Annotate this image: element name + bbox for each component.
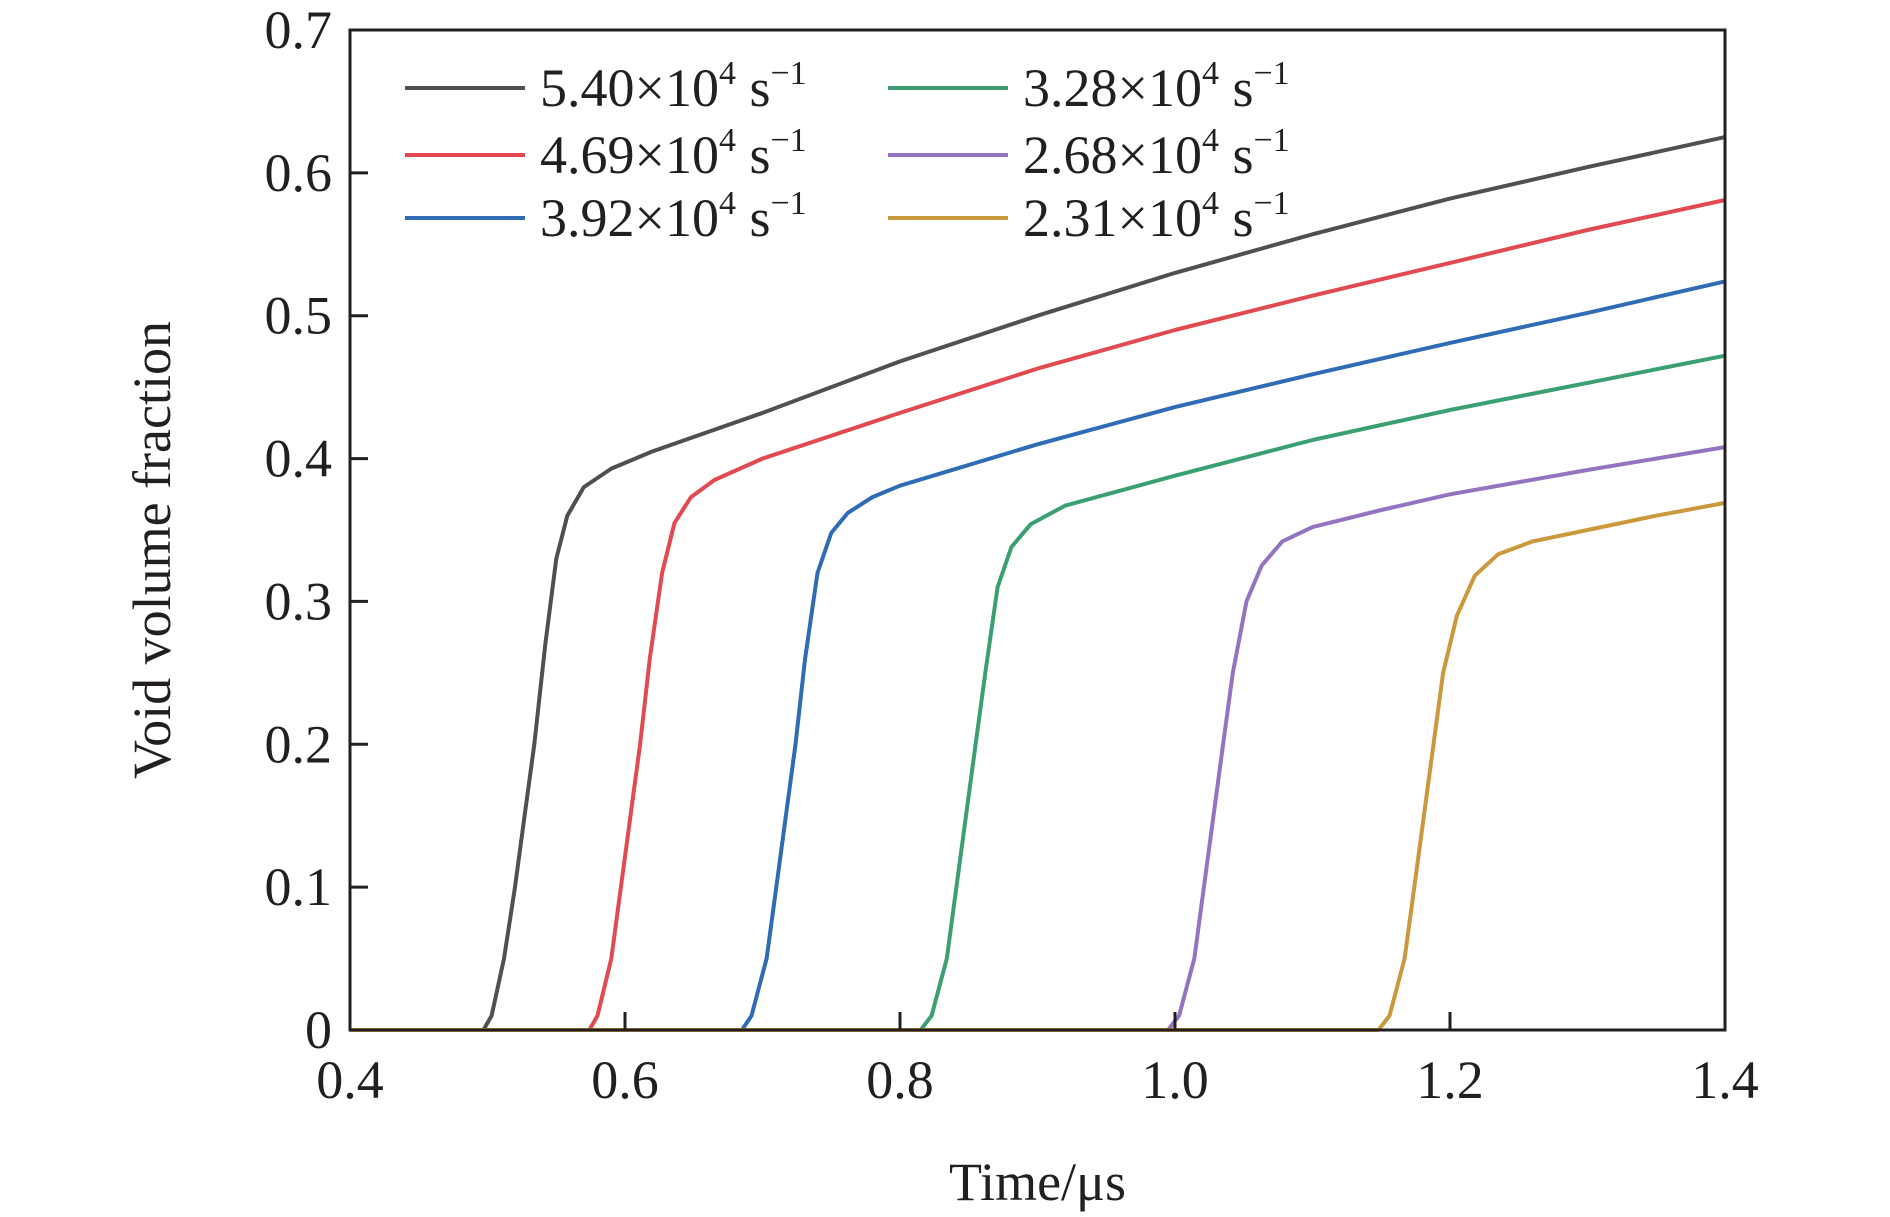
legend-label: 2.68×104 s−1 <box>1023 122 1290 185</box>
x-tick-label: 0.8 <box>866 1050 934 1110</box>
series-line-3 <box>350 279 1726 1032</box>
legend-label: 3.28×104 s−1 <box>1023 55 1290 118</box>
x-axis: 0.4 0.6 0.8 1.0 1.2 1.4 <box>316 1012 1759 1110</box>
series-line-4 <box>350 353 1726 1032</box>
y-axis-title: Void volume fraction <box>122 321 182 779</box>
legend-item-4: 3.28×104 s−1 <box>888 55 1290 118</box>
legend-label: 5.40×104 s−1 <box>540 55 807 118</box>
legend-label: 3.92×104 s−1 <box>540 185 807 248</box>
series-line-2 <box>350 198 1726 1032</box>
legend-item-3: 3.92×104 s−1 <box>405 185 807 248</box>
legend-item-2: 4.69×104 s−1 <box>405 122 807 185</box>
y-tick-label: 0.7 <box>265 0 333 60</box>
y-tick-label: 0 <box>305 1000 332 1060</box>
x-tick-label: 0.6 <box>591 1050 659 1110</box>
y-tick-label: 0.1 <box>265 857 333 917</box>
x-axis-title: Time/μs <box>949 1152 1126 1212</box>
y-tick-label: 0.2 <box>265 714 333 774</box>
legend: 5.40×104 s−14.69×104 s−13.92×104 s−1 3.28… <box>405 55 1290 248</box>
plot-frame <box>348 28 1727 1032</box>
series-line-6 <box>350 500 1726 1032</box>
x-tick-label: 0.4 <box>316 1050 384 1110</box>
legend-item-5: 2.68×104 s−1 <box>888 122 1290 185</box>
y-tick-label: 0.5 <box>265 286 333 346</box>
series-line-1 <box>350 135 1726 1032</box>
x-tick-label: 1.4 <box>1691 1050 1759 1110</box>
legend-item-6: 2.31×104 s−1 <box>888 185 1290 248</box>
y-tick-label: 0.3 <box>265 571 333 631</box>
y-tick-label: 0.4 <box>265 429 333 489</box>
y-tick-label: 0.6 <box>265 143 333 203</box>
legend-label: 2.31×104 s−1 <box>1023 185 1290 248</box>
x-tick-label: 1.2 <box>1416 1050 1484 1110</box>
plot-lines <box>350 135 1726 1032</box>
legend-item-1: 5.40×104 s−1 <box>405 55 807 118</box>
series-line-5 <box>350 445 1726 1032</box>
y-axis: 0 0.1 0.2 0.3 0.4 0.5 0.6 0.7 <box>265 0 368 1060</box>
legend-label: 4.69×104 s−1 <box>540 122 807 185</box>
x-tick-label: 1.0 <box>1141 1050 1209 1110</box>
